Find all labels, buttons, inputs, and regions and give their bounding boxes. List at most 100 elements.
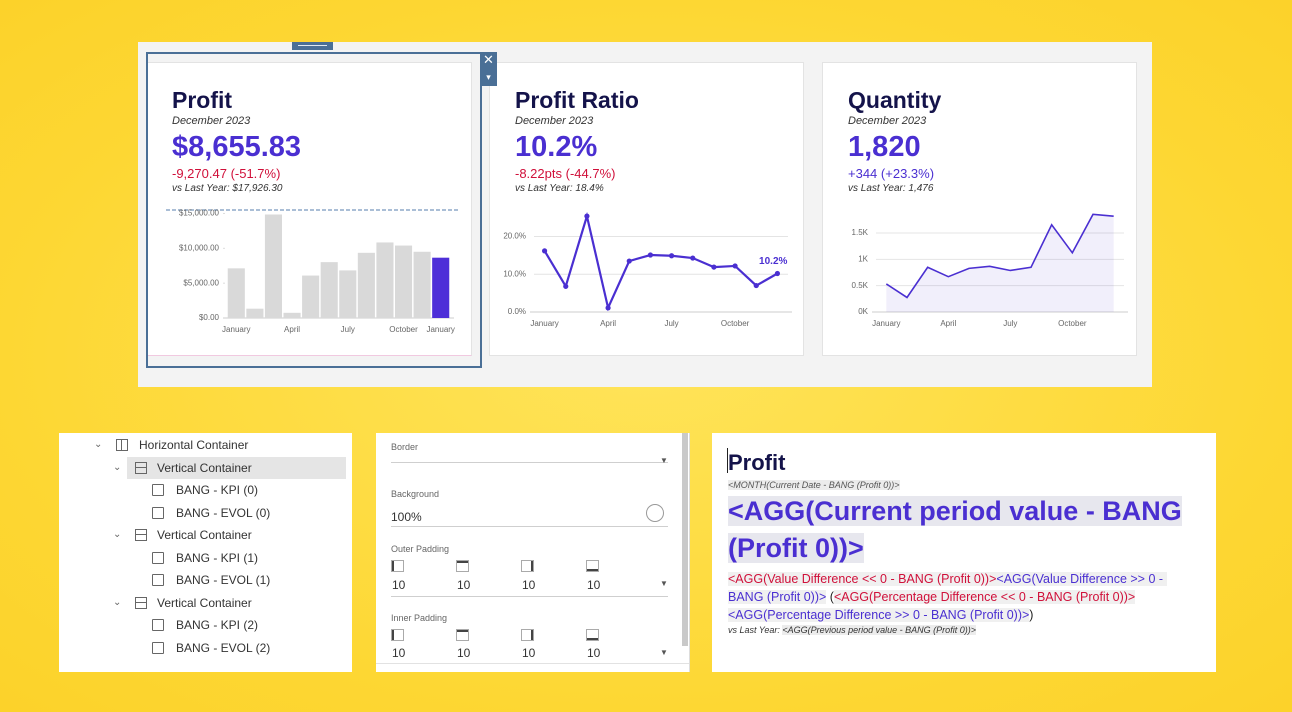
icon — [135, 596, 147, 609]
x-tick-label: January — [872, 319, 900, 328]
chevron: ⌄ — [94, 439, 103, 450]
kpi-change: -8.22pts (-44.7%) — [515, 166, 615, 181]
y-tick-label: 1.5K — [852, 228, 869, 237]
point — [732, 263, 738, 269]
text-cursor — [727, 448, 728, 473]
chevron: ⌄ — [113, 596, 122, 608]
line — [885, 213, 1114, 299]
padding-icon — [521, 629, 534, 641]
icon — [135, 461, 147, 474]
kpi-change-pct: (+23.3%) — [880, 166, 935, 181]
tree-row[interactable]: BANG - KPI (0) — [59, 479, 352, 501]
padding-value[interactable]: 10 — [392, 578, 406, 592]
point — [690, 255, 696, 261]
bar — [376, 242, 394, 318]
y-tick-label: $5,000.00 — [183, 278, 219, 287]
kpi-period: December 2023 — [515, 115, 594, 127]
padding-value[interactable]: 10 — [522, 646, 536, 660]
tree-row[interactable]: BANG - EVOL (1) — [59, 569, 352, 591]
padding-value[interactable]: 10 — [522, 578, 536, 592]
tree-panel: ⌄ Horizontal Container ⌄ Vertical Container… — [59, 433, 352, 672]
outer-padding-field — [391, 596, 668, 597]
bar — [246, 308, 264, 318]
format-panel: Border ▼ Background 100% Outer Padding 1… — [376, 433, 690, 672]
padding-icon — [391, 560, 404, 572]
icon — [116, 439, 128, 451]
kpi-vs-last-year: vs Last Year: 1,476 — [848, 183, 934, 194]
kpi-change-value: -8.22pts — [515, 166, 562, 181]
kpi-vs-last-year: vs Last Year: 18.4% — [515, 183, 604, 194]
padding-value[interactable]: 10 — [587, 578, 601, 592]
padding-value[interactable]: 10 — [392, 646, 406, 660]
kpi-value: $8,655.83 — [172, 131, 302, 163]
tree-label: Horizontal Container — [139, 438, 249, 452]
tree-row[interactable]: BANG - KPI (1) — [59, 547, 352, 569]
kpi-change: -9,270.47 (-51.7%) — [172, 166, 280, 181]
x-tick-label: January — [530, 319, 558, 328]
background-value[interactable]: 100% — [391, 510, 422, 524]
bar — [320, 262, 338, 318]
padding-side — [457, 630, 468, 632]
icon-split — [136, 601, 146, 603]
editor-vs-label: vs Last Year: — [728, 625, 783, 635]
kpi-title: Profit Ratio — [515, 87, 639, 113]
bar — [339, 270, 357, 318]
y-tick-label: $15,000.00 — [179, 209, 220, 218]
kpi-change-value: -9,270.47 — [172, 166, 227, 181]
dropdown-caret[interactable]: ▼ — [660, 648, 668, 657]
tree-label: BANG - EVOL (1) — [176, 573, 271, 587]
icon-split — [136, 466, 146, 468]
tree-row[interactable]: BANG - EVOL (2) — [59, 637, 352, 659]
dropdown-caret[interactable]: ▼ — [660, 456, 668, 465]
inner-padding-label: Inner Padding — [391, 613, 448, 623]
bar — [264, 214, 283, 318]
border-field[interactable] — [391, 462, 668, 463]
chart: 0K 0.5K 1K 1.5K January April July October — [852, 213, 1128, 328]
padding-value[interactable]: 10 — [587, 646, 601, 660]
x-tick-label: July — [664, 319, 678, 328]
padding-icon — [586, 560, 599, 572]
dropdown-caret[interactable]: ▼ — [660, 579, 668, 588]
padding-icon — [391, 629, 404, 641]
panel-footer — [376, 663, 689, 664]
tree-row[interactable]: ⌄ Horizontal Container — [59, 434, 352, 456]
line — [543, 211, 778, 312]
kpi-change-pct: (-51.7%) — [230, 166, 281, 181]
row-highlight — [127, 456, 346, 479]
change-segment: <AGG(Percentage Difference >> 0 - BANG (… — [728, 608, 1030, 622]
y-tick-label: 1K — [858, 254, 868, 263]
tree-row[interactable]: ⌄ Vertical Container — [59, 592, 352, 614]
padding-side — [531, 630, 533, 640]
tree-row[interactable]: BANG - KPI (2) — [59, 614, 352, 636]
tree-label: BANG - KPI (0) — [176, 483, 259, 497]
point — [774, 270, 781, 277]
padding-value[interactable]: 10 — [457, 646, 471, 660]
padding-value[interactable]: 10 — [457, 578, 471, 592]
text-editor[interactable]: Profit <MONTH(Current Date - BANG (Profi… — [712, 433, 1216, 672]
padding-side — [392, 561, 394, 571]
padding-side — [457, 561, 468, 563]
border-label: Border — [391, 442, 419, 452]
selection-menu[interactable]: ✕ ▾ — [480, 52, 497, 86]
tree-row[interactable]: BANG - EVOL (0) — [59, 502, 352, 524]
tree-row[interactable]: ⌄ Vertical Container — [59, 456, 352, 479]
icon-split — [121, 440, 122, 450]
kpi-title: Quantity — [848, 87, 942, 113]
scrollbar[interactable] — [682, 433, 688, 646]
bar — [302, 275, 320, 318]
chart: $0.00 $5,000.00 $10,000.00 $15,000.00 Januar… — [166, 209, 460, 334]
bar — [432, 257, 450, 318]
drag-tab[interactable] — [292, 42, 333, 50]
color-picker[interactable] — [646, 504, 664, 522]
tree-row[interactable]: ⌄ Vertical Container — [59, 524, 352, 546]
editor-value-wrap: <AGG(Current period value - BANG (Profit… — [728, 493, 1198, 567]
padding-side — [587, 569, 598, 571]
x-tick-label: July — [1003, 319, 1017, 328]
kpi-card: Profit December 2023 $8,655.83 -9,270.47 (-… — [146, 62, 472, 356]
point — [541, 248, 548, 254]
bar — [394, 245, 413, 318]
x-tick-label: April — [284, 325, 300, 334]
icon — [152, 641, 164, 654]
editor-value: <AGG(Current period value - BANG (Profit… — [728, 496, 1182, 563]
point — [563, 283, 569, 289]
